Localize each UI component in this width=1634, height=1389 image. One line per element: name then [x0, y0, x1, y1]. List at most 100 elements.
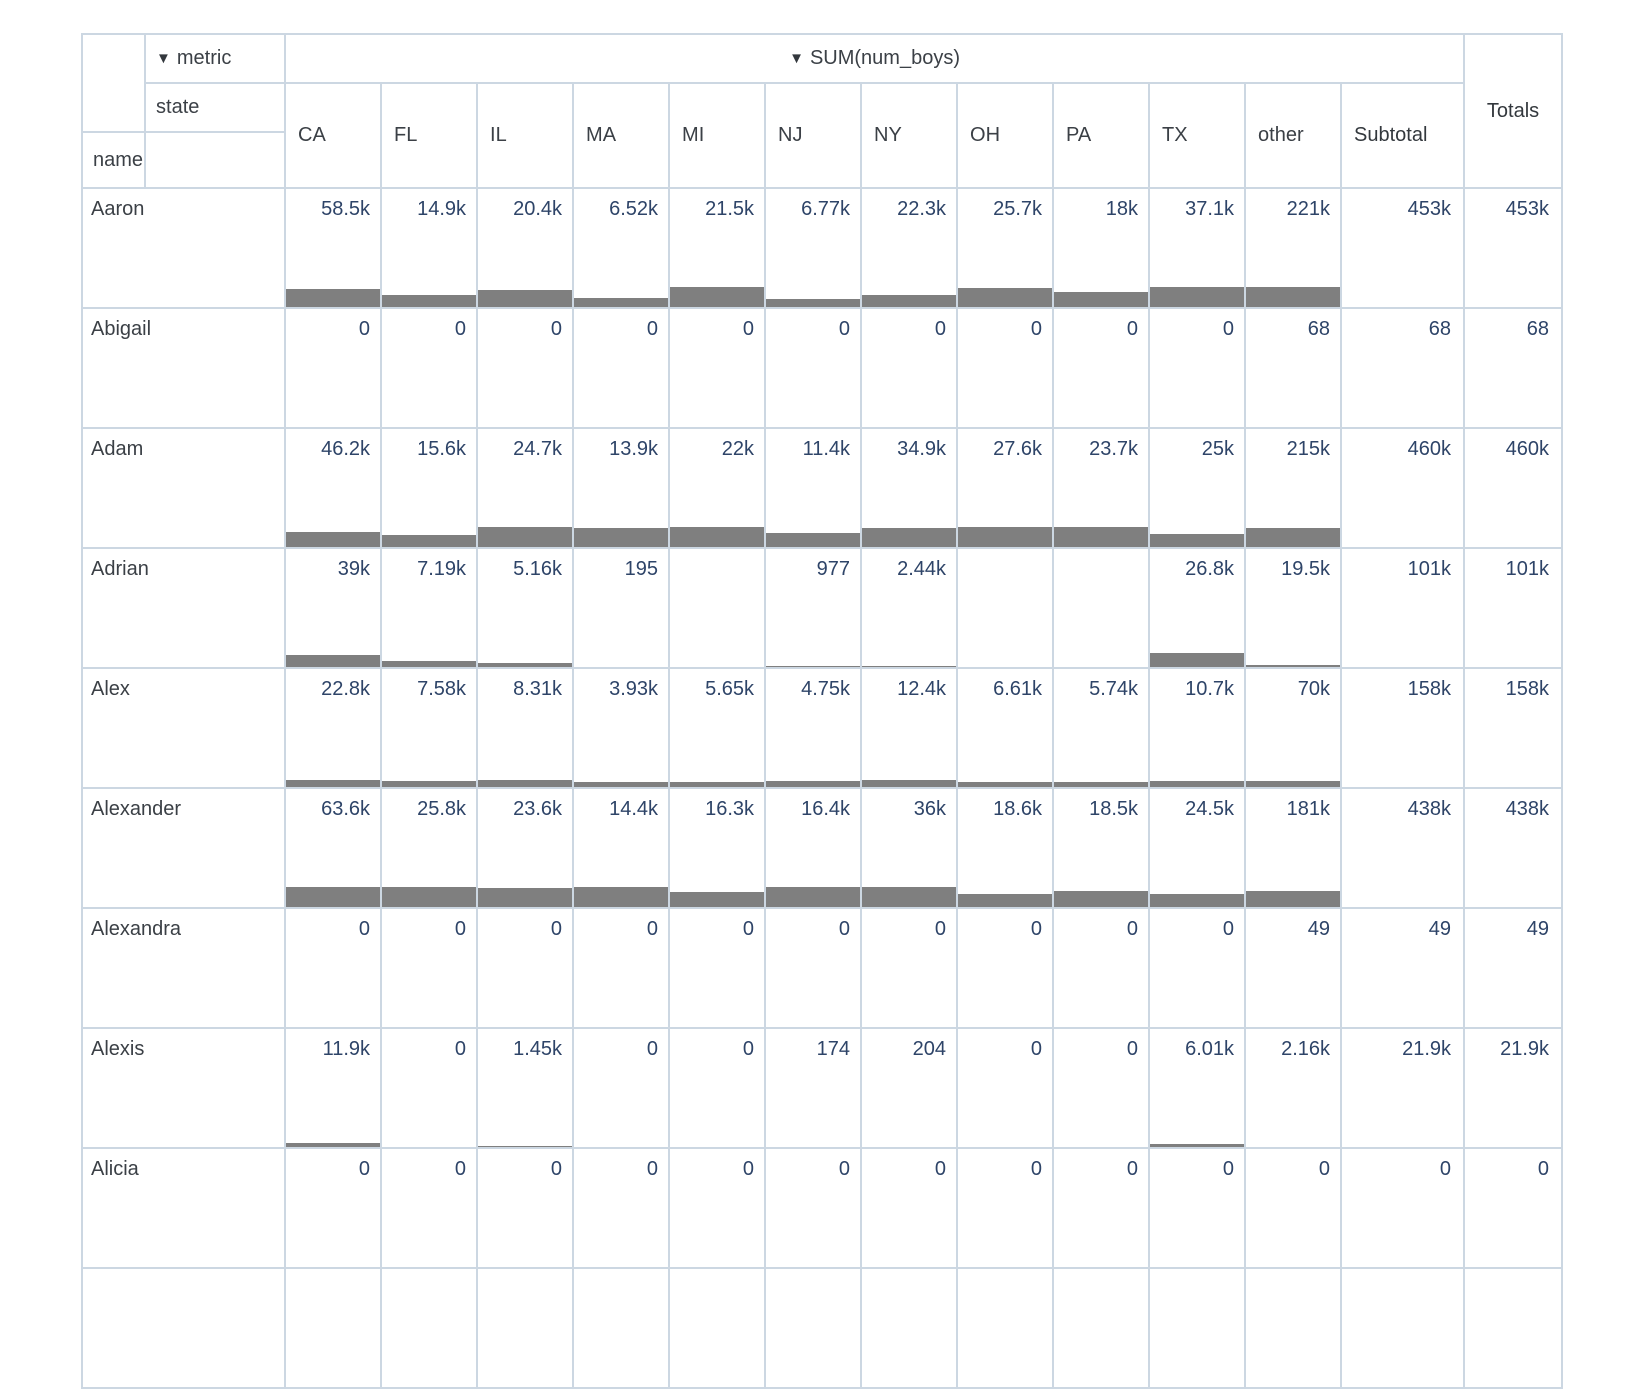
pivot-table: ▼ metric ▼ SUM(num_boys) Totals state CA FL I… — [80, 33, 1564, 1389]
value-cell: 0 — [572, 1027, 671, 1149]
row-label: Alexis — [80, 1027, 287, 1149]
value-cell: 22.8k — [284, 667, 383, 789]
value-cell: 174 — [764, 1027, 863, 1149]
value-cell: 0 — [572, 907, 671, 1029]
table-row: Alex 22.8k 7.58k 8.31k 3.93k 5.65k 4.75k 12.4k 6… — [80, 667, 1564, 789]
value-cell — [668, 1267, 767, 1389]
cell-bar — [287, 289, 380, 306]
col-dimension-label: state — [144, 82, 287, 133]
column-header-ny: NY — [860, 82, 959, 189]
value-cell: 16.4k — [764, 787, 863, 909]
value-cell: 0 — [380, 907, 479, 1029]
totals-cell: 68 — [1463, 307, 1564, 429]
value-cell — [764, 1267, 863, 1389]
value-cell: 13.9k — [572, 427, 671, 549]
value-cell: 0 — [956, 307, 1055, 429]
value-cell: 0 — [1052, 307, 1151, 429]
value-cell: 24.5k — [1148, 787, 1247, 909]
value-cell: 23.7k — [1052, 427, 1151, 549]
cell-bar — [767, 887, 860, 906]
value-cell: 0 — [284, 1147, 383, 1269]
totals-cell: 21.9k — [1463, 1027, 1564, 1149]
column-header-tx: TX — [1148, 82, 1247, 189]
empty-header-cell — [144, 131, 287, 189]
value-cell: 70k — [1244, 667, 1343, 789]
value-cell: 18.5k — [1052, 787, 1151, 909]
corner-cell — [80, 33, 147, 133]
value-cell: 25k — [1148, 427, 1247, 549]
cell-bar — [287, 1143, 380, 1146]
value-cell: 68 — [1244, 307, 1343, 429]
row-label: Alexandra — [80, 907, 287, 1029]
value-cell: 11.9k — [284, 1027, 383, 1149]
row-label: Aaron — [80, 187, 287, 309]
value-cell — [860, 1267, 959, 1389]
value-cell: 0 — [668, 907, 767, 1029]
cell-bar — [479, 663, 572, 666]
value-cell: 21.5k — [668, 187, 767, 309]
cell-bar — [383, 661, 476, 666]
value-cell: 25.7k — [956, 187, 1055, 309]
value-cell: 26.8k — [1148, 547, 1247, 669]
cell-bar — [287, 532, 380, 546]
cell-bar — [1055, 891, 1148, 906]
pivot-table-container: ▼ metric ▼ SUM(num_boys) Totals state CA FL I… — [80, 33, 1564, 1389]
value-cell: 39k — [284, 547, 383, 669]
value-cell: 46.2k — [284, 427, 383, 549]
value-cell: 0 — [572, 1147, 671, 1269]
value-cell: 0 — [1148, 307, 1247, 429]
row-label: Adrian — [80, 547, 287, 669]
table-row: Aaron 58.5k 14.9k 20.4k 6.52k 21.5k 6.77k 22.3k… — [80, 187, 1564, 309]
value-cell — [956, 1267, 1055, 1389]
subtotal-cell: 453k — [1340, 187, 1466, 309]
value-cell: 204 — [860, 1027, 959, 1149]
value-cell: 5.74k — [1052, 667, 1151, 789]
cell-bar — [479, 780, 572, 786]
column-header-fl: FL — [380, 82, 479, 189]
value-cell: 0 — [1052, 907, 1151, 1029]
cell-bar — [1151, 1144, 1244, 1146]
cell-bar — [1247, 781, 1340, 786]
value-cell: 0 — [284, 907, 383, 1029]
value-cell: 4.75k — [764, 667, 863, 789]
table-row: Abigail 0 0 0 0 0 0 0 0 0 0 68 68 68 — [80, 307, 1564, 429]
value-cell: 15.6k — [380, 427, 479, 549]
cell-bar — [959, 527, 1052, 546]
subtotal-cell: 49 — [1340, 907, 1466, 1029]
column-header-ca: CA — [284, 82, 383, 189]
value-cell: 14.4k — [572, 787, 671, 909]
value-cell: 3.93k — [572, 667, 671, 789]
cell-bar — [478, 1146, 572, 1147]
value-cell: 0 — [1244, 1147, 1343, 1269]
value-cell — [572, 1267, 671, 1389]
value-cell: 0 — [668, 1147, 767, 1269]
cell-bar — [1055, 292, 1148, 306]
cell-bar — [863, 295, 956, 306]
value-cell: 12.4k — [860, 667, 959, 789]
value-cell: 22.3k — [860, 187, 959, 309]
state-header-row: state CA FL IL MA MI NJ NY OH PA TX other Subtotal — [82, 82, 1562, 189]
cell-bar — [479, 290, 572, 306]
metric-value-cell: ▼ SUM(num_boys) — [284, 33, 1466, 84]
row-label: Alexander — [80, 787, 287, 909]
value-cell: 2.16k — [1244, 1027, 1343, 1149]
collapse-sum-icon[interactable]: ▼ — [789, 50, 804, 67]
column-header-ma: MA — [572, 82, 671, 189]
value-cell — [1463, 1267, 1564, 1389]
value-cell: 58.5k — [284, 187, 383, 309]
subtotal-cell: 0 — [1340, 1147, 1466, 1269]
cell-bar — [671, 782, 764, 786]
cell-bar — [1151, 653, 1244, 666]
value-cell: 7.19k — [380, 547, 479, 669]
value-cell: 0 — [380, 307, 479, 429]
cell-bar — [1151, 534, 1244, 546]
name-header-row: name — [80, 131, 1562, 189]
value-cell: 63.6k — [284, 787, 383, 909]
value-cell: 23.6k — [476, 787, 575, 909]
collapse-metric-icon[interactable]: ▼ — [156, 50, 171, 67]
totals-cell: 460k — [1463, 427, 1564, 549]
row-dimension-label: name — [80, 131, 147, 189]
value-cell: 22k — [668, 427, 767, 549]
cell-bar — [1151, 287, 1244, 306]
cell-bar — [1247, 528, 1340, 546]
